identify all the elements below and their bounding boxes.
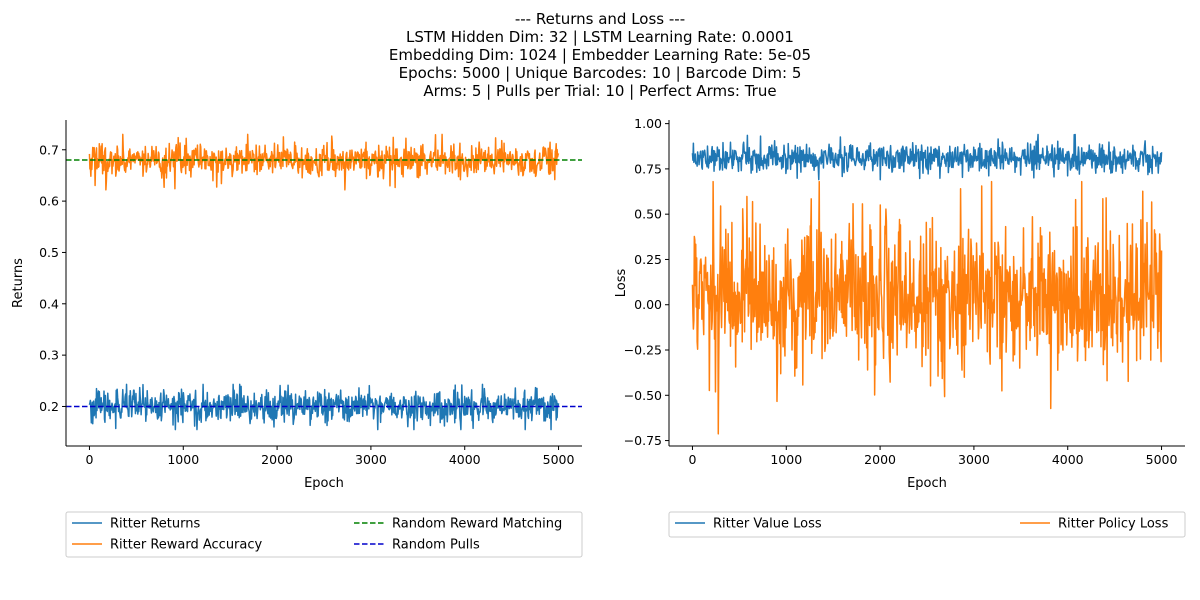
y-tick-label: 0.7 — [39, 142, 59, 157]
y-tick-label: 0.3 — [39, 348, 59, 363]
series-line-ritter-value-loss — [691, 133, 1163, 181]
y-tick-label: 0.75 — [634, 161, 662, 176]
y-tick-label: 0.2 — [39, 399, 59, 414]
legend-label: Random Pulls — [392, 538, 480, 553]
legend-frame — [65, 511, 583, 558]
y-tick-label: 0.25 — [634, 252, 662, 267]
y-axis-label: Loss — [614, 269, 629, 298]
legend-label: Ritter Reward Accuracy — [110, 538, 263, 553]
title-line-5: Arms: 5 | Pulls per Trial: 10 | Perfect … — [423, 82, 776, 100]
x-tick-label: 4000 — [449, 452, 481, 467]
y-tick-label: 0.50 — [634, 207, 662, 222]
loss-chart: 0 1000 2000 3000 4000 5000 −0.75 −0.50 −0.25 0.00… — [614, 116, 1186, 538]
figure-title: --- Returns and Loss --- LSTM Hidden Dim… — [389, 10, 811, 100]
legend-frame — [668, 511, 1186, 538]
x-tick-label: 1000 — [167, 452, 199, 467]
y-axis-label: Returns — [11, 258, 26, 308]
x-tick-label: 0 — [688, 452, 696, 467]
title-line-1: --- Returns and Loss --- — [515, 10, 685, 28]
y-tick-label: −0.50 — [624, 388, 662, 403]
y-tick-label: 0.6 — [39, 194, 59, 209]
x-tick-label: 5000 — [543, 452, 575, 467]
legend-label: Ritter Policy Loss — [1058, 517, 1169, 532]
series-line-ritter-reward-accuracy — [88, 133, 560, 191]
legend-label: Random Reward Matching — [392, 517, 562, 532]
x-tick-label: 4000 — [1052, 452, 1084, 467]
x-axis-label: Epoch — [907, 476, 947, 491]
legend: Ritter Value Loss Ritter Policy Loss — [668, 511, 1186, 538]
series-line-ritter-returns — [88, 383, 560, 431]
returns-chart: 0 1000 2000 3000 4000 5000 0.2 0.3 0.4 0.5 0.6 0.7 E… — [11, 120, 583, 558]
y-tick-label: 0.4 — [39, 296, 59, 311]
x-tick-label: 2000 — [261, 452, 293, 467]
legend-label: Ritter Value Loss — [713, 517, 822, 532]
title-line-4: Epochs: 5000 | Unique Barcodes: 10 | Bar… — [399, 64, 802, 82]
legend-label: Ritter Returns — [110, 517, 200, 532]
y-tick-label: 0.00 — [634, 297, 662, 312]
y-tick-label: −0.25 — [624, 343, 662, 358]
y-tick-label: 1.00 — [634, 116, 662, 131]
x-tick-label: 2000 — [864, 452, 896, 467]
x-axis-label: Epoch — [304, 476, 344, 491]
x-tick-label: 3000 — [355, 452, 387, 467]
title-line-2: LSTM Hidden Dim: 32 | LSTM Learning Rate… — [406, 28, 794, 46]
x-tick-label: 3000 — [958, 452, 990, 467]
series-line-ritter-policy-loss — [691, 180, 1163, 435]
legend: Ritter Returns Ritter Reward Accuracy Rand… — [65, 511, 583, 558]
x-tick-label: 1000 — [770, 452, 802, 467]
x-tick-label: 5000 — [1146, 452, 1178, 467]
x-tick-label: 0 — [85, 452, 93, 467]
y-tick-label: −0.75 — [624, 433, 662, 448]
title-line-3: Embedding Dim: 1024 | Embedder Learning … — [389, 46, 811, 64]
y-tick-label: 0.5 — [39, 245, 59, 260]
